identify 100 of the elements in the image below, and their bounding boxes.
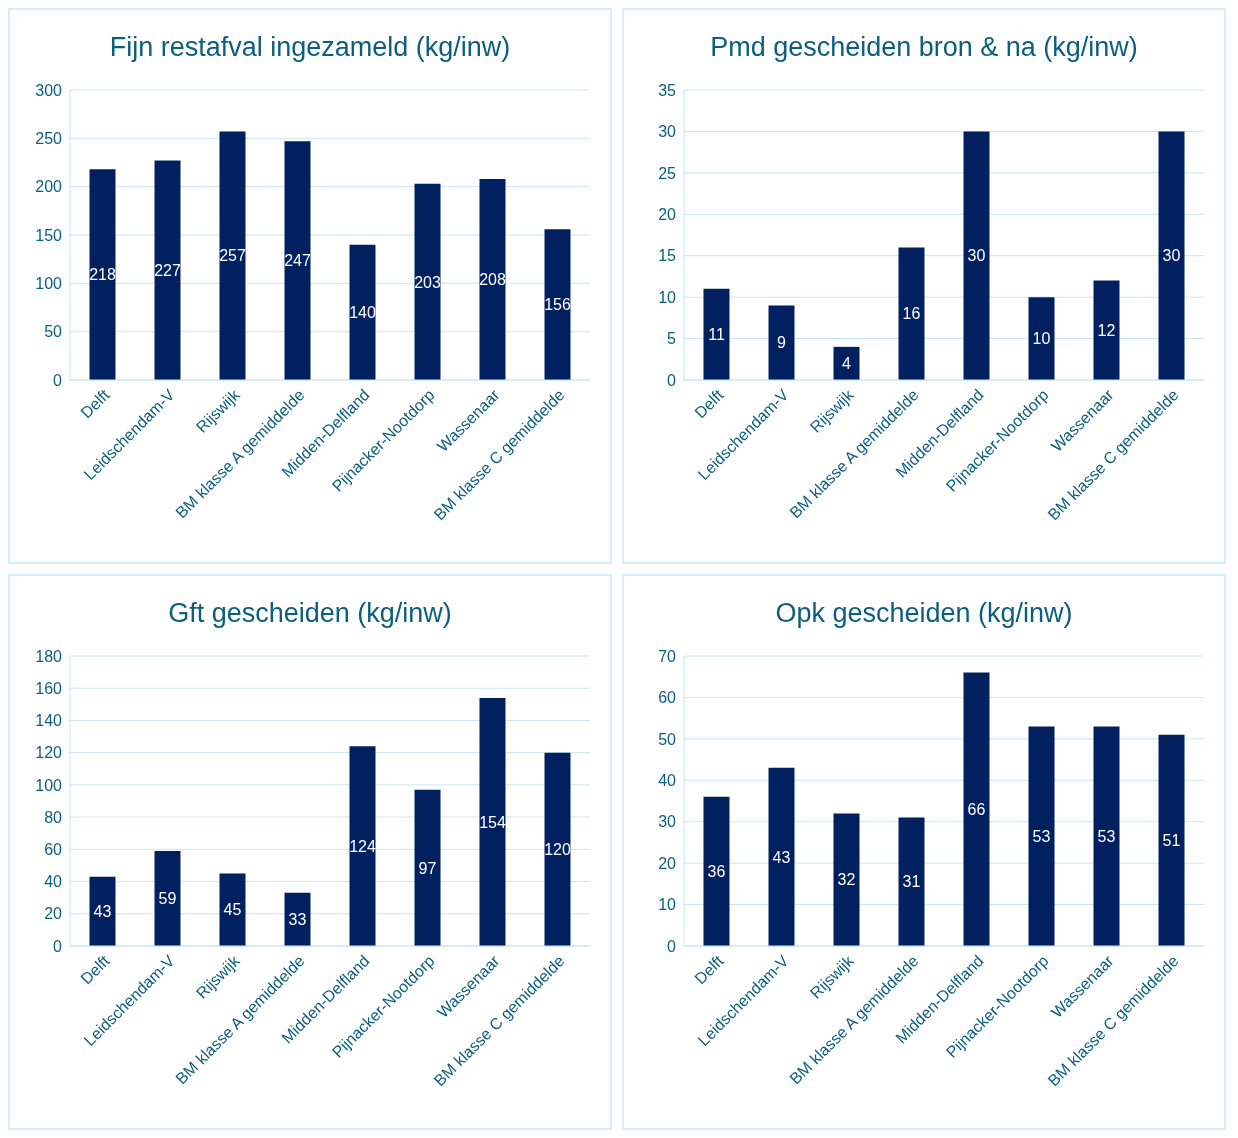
chart-title: Fijn restafval ingezameld (kg/inw)	[108, 32, 512, 64]
bar	[1093, 280, 1120, 380]
y-tick-label: 200	[35, 178, 63, 196]
y-tick-label: 160	[35, 679, 63, 697]
y-tick-label: 250	[35, 130, 63, 148]
data-label: 247	[284, 252, 311, 270]
bar	[349, 244, 376, 380]
data-label: 140	[349, 304, 376, 322]
y-tick-label: 40	[44, 873, 63, 891]
bar	[284, 141, 311, 380]
y-tick-label: 20	[658, 854, 677, 872]
data-label: 30	[967, 247, 986, 265]
data-label: 33	[288, 911, 307, 929]
data-label: 4	[842, 355, 852, 373]
data-label: 53	[1032, 827, 1051, 845]
y-tick-label: 40	[658, 771, 677, 789]
data-label: 59	[158, 890, 177, 908]
data-label: 45	[223, 901, 242, 919]
y-tick-label: 60	[44, 841, 63, 859]
data-label: 16	[902, 305, 921, 323]
data-label: 30	[1162, 247, 1181, 265]
bar	[89, 169, 116, 380]
y-tick-label: 10	[658, 288, 677, 306]
data-label: 9	[777, 334, 787, 352]
bar	[544, 229, 571, 380]
y-tick-label: 120	[35, 744, 63, 762]
data-label: 31	[902, 873, 921, 891]
y-tick-label: 5	[667, 330, 677, 348]
bar	[1158, 131, 1185, 380]
bar	[154, 160, 181, 380]
bar	[768, 767, 795, 946]
bar	[154, 850, 181, 946]
data-label: 203	[414, 273, 441, 291]
y-tick-label: 150	[35, 226, 63, 244]
bar	[479, 697, 506, 946]
bar	[1158, 734, 1185, 946]
chart-title: Opk gescheiden (kg/inw)	[774, 598, 1074, 630]
bar	[833, 346, 860, 380]
y-tick-label: 300	[35, 81, 63, 99]
y-tick-label: 140	[35, 712, 63, 730]
data-label: 53	[1097, 827, 1116, 845]
bar	[1093, 726, 1120, 946]
y-tick-label: 100	[35, 275, 63, 293]
bar	[963, 672, 990, 946]
bar	[219, 131, 246, 380]
y-tick-label: 50	[658, 730, 677, 748]
y-tick-label: 0	[667, 371, 677, 389]
y-tick-label: 80	[44, 808, 63, 826]
bar	[898, 247, 925, 380]
data-label: 227	[154, 261, 181, 279]
chart-title: Gft gescheiden (kg/inw)	[167, 598, 453, 630]
y-tick-label: 70	[658, 647, 677, 665]
bar	[414, 183, 441, 380]
bar	[898, 817, 925, 946]
bar	[414, 789, 441, 946]
bar	[963, 131, 990, 380]
bar	[349, 746, 376, 946]
y-tick-label: 0	[53, 937, 63, 955]
data-label: 36	[707, 863, 726, 881]
y-tick-label: 25	[658, 164, 677, 182]
y-tick-label: 60	[658, 689, 677, 707]
chart-title: Pmd gescheiden bron & na (kg/inw)	[709, 32, 1139, 64]
bar	[479, 178, 506, 380]
data-label: 120	[544, 841, 571, 859]
y-tick-label: 20	[658, 205, 677, 223]
bar	[768, 305, 795, 380]
y-tick-label: 180	[35, 647, 63, 665]
bar	[1028, 297, 1055, 380]
bar	[703, 288, 730, 380]
bar	[89, 876, 116, 946]
data-label: 66	[967, 800, 986, 818]
y-tick-label: 50	[44, 323, 63, 341]
data-label: 208	[479, 271, 506, 289]
data-label: 97	[418, 859, 437, 877]
data-label: 51	[1162, 832, 1181, 850]
y-tick-label: 20	[44, 905, 63, 923]
y-tick-label: 100	[35, 776, 63, 794]
data-label: 12	[1097, 321, 1116, 339]
bar	[1028, 726, 1055, 946]
data-label: 124	[349, 837, 376, 855]
data-label: 11	[708, 326, 725, 344]
bar	[703, 796, 730, 946]
data-label: 43	[93, 903, 112, 921]
y-tick-label: 30	[658, 813, 677, 831]
bar	[833, 813, 860, 946]
data-label: 257	[219, 247, 246, 265]
y-tick-label: 0	[53, 371, 63, 389]
bar	[219, 873, 246, 946]
y-tick-label: 35	[658, 81, 677, 99]
data-label: 218	[89, 266, 116, 284]
y-tick-label: 30	[658, 123, 677, 141]
data-label: 32	[837, 871, 856, 889]
data-label: 10	[1032, 330, 1051, 348]
bar	[544, 752, 571, 946]
y-tick-label: 0	[667, 937, 677, 955]
data-label: 156	[544, 296, 571, 314]
data-label: 154	[479, 813, 506, 831]
data-label: 43	[772, 848, 791, 866]
y-tick-label: 10	[658, 896, 677, 914]
y-tick-label: 15	[658, 247, 677, 265]
